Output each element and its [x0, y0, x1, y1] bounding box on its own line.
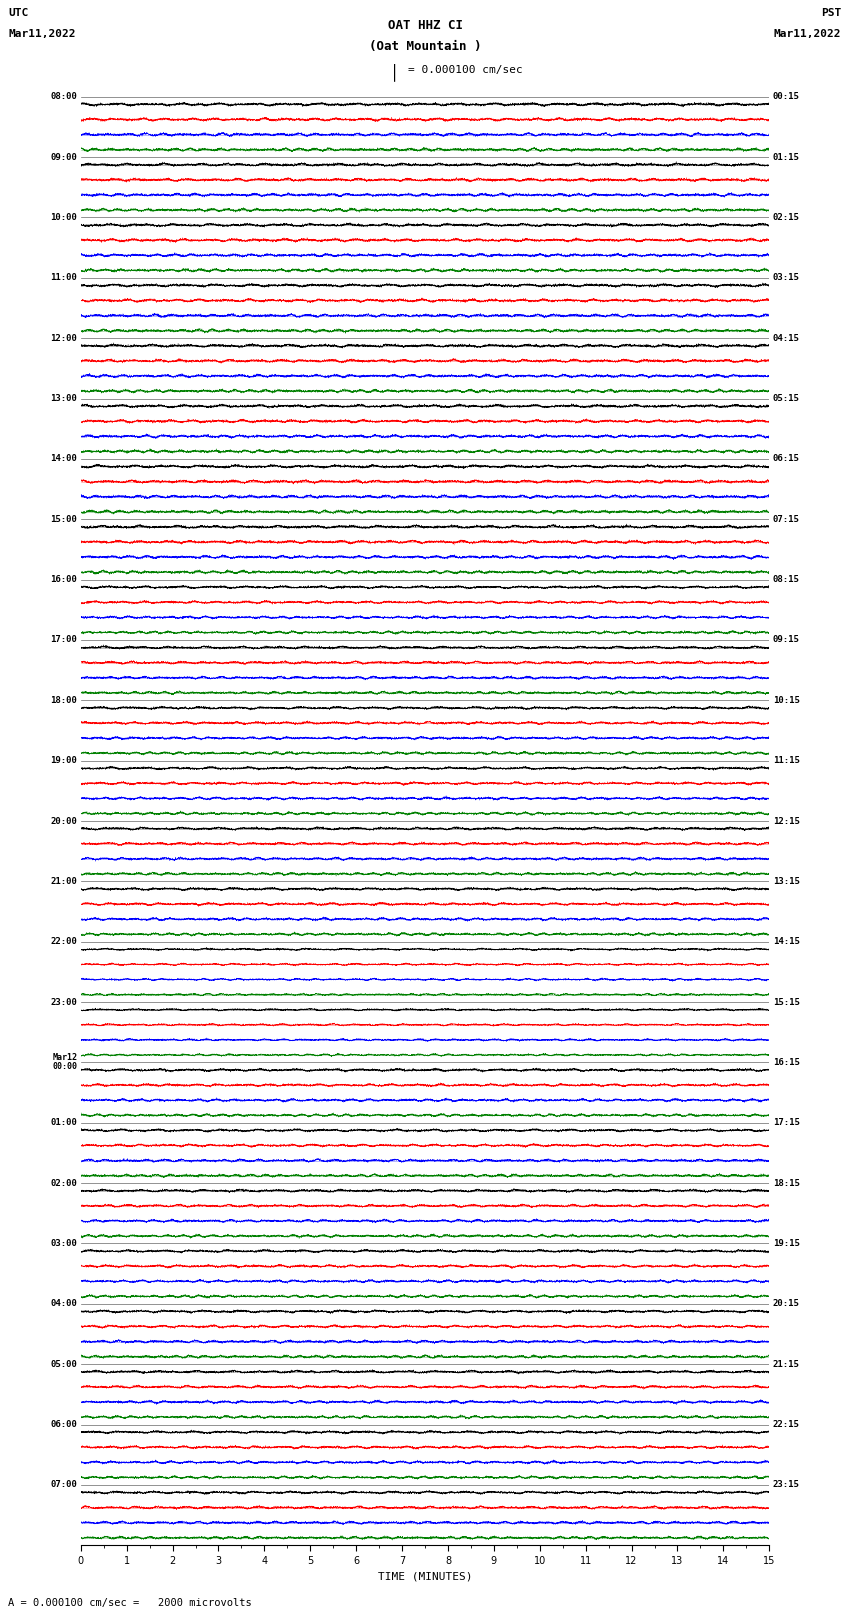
Text: Mar11,2022: Mar11,2022 — [774, 29, 842, 39]
Text: 22:15: 22:15 — [773, 1419, 800, 1429]
Text: PST: PST — [821, 8, 842, 18]
Text: 19:15: 19:15 — [773, 1239, 800, 1248]
Text: 12:15: 12:15 — [773, 816, 800, 826]
Text: 21:15: 21:15 — [773, 1360, 800, 1369]
Text: 08:00: 08:00 — [50, 92, 77, 102]
Text: 14:15: 14:15 — [773, 937, 800, 947]
Text: 09:00: 09:00 — [50, 153, 77, 161]
Text: Mar12: Mar12 — [53, 1053, 77, 1063]
Text: A = 0.000100 cm/sec =   2000 microvolts: A = 0.000100 cm/sec = 2000 microvolts — [8, 1598, 252, 1608]
Text: 18:15: 18:15 — [773, 1179, 800, 1187]
Text: 05:00: 05:00 — [50, 1360, 77, 1369]
Text: 11:00: 11:00 — [50, 273, 77, 282]
Text: 03:15: 03:15 — [773, 273, 800, 282]
Text: │: │ — [390, 63, 400, 81]
Text: 23:15: 23:15 — [773, 1481, 800, 1489]
Text: (Oat Mountain ): (Oat Mountain ) — [369, 40, 481, 53]
Text: 19:00: 19:00 — [50, 756, 77, 765]
Text: 11:15: 11:15 — [773, 756, 800, 765]
Text: 22:00: 22:00 — [50, 937, 77, 947]
Text: 10:00: 10:00 — [50, 213, 77, 223]
Text: = 0.000100 cm/sec: = 0.000100 cm/sec — [408, 65, 523, 74]
Text: 07:00: 07:00 — [50, 1481, 77, 1489]
Text: 06:15: 06:15 — [773, 455, 800, 463]
Text: 13:00: 13:00 — [50, 394, 77, 403]
Text: 15:15: 15:15 — [773, 997, 800, 1007]
Text: 13:15: 13:15 — [773, 877, 800, 886]
Text: 16:15: 16:15 — [773, 1058, 800, 1066]
Text: Mar11,2022: Mar11,2022 — [8, 29, 76, 39]
Text: 00:00: 00:00 — [53, 1063, 77, 1071]
Text: 04:15: 04:15 — [773, 334, 800, 342]
Text: 08:15: 08:15 — [773, 576, 800, 584]
Text: 06:00: 06:00 — [50, 1419, 77, 1429]
Text: 01:00: 01:00 — [50, 1118, 77, 1127]
Text: 02:00: 02:00 — [50, 1179, 77, 1187]
Text: 20:15: 20:15 — [773, 1300, 800, 1308]
Text: 05:15: 05:15 — [773, 394, 800, 403]
Text: 15:00: 15:00 — [50, 515, 77, 524]
Text: 23:00: 23:00 — [50, 997, 77, 1007]
Text: UTC: UTC — [8, 8, 29, 18]
Text: 10:15: 10:15 — [773, 695, 800, 705]
Text: 17:00: 17:00 — [50, 636, 77, 645]
Text: 12:00: 12:00 — [50, 334, 77, 342]
Text: 17:15: 17:15 — [773, 1118, 800, 1127]
Text: 03:00: 03:00 — [50, 1239, 77, 1248]
Text: 01:15: 01:15 — [773, 153, 800, 161]
Text: 21:00: 21:00 — [50, 877, 77, 886]
Text: 18:00: 18:00 — [50, 695, 77, 705]
Text: 02:15: 02:15 — [773, 213, 800, 223]
Text: 00:15: 00:15 — [773, 92, 800, 102]
Text: 14:00: 14:00 — [50, 455, 77, 463]
Text: 07:15: 07:15 — [773, 515, 800, 524]
X-axis label: TIME (MINUTES): TIME (MINUTES) — [377, 1571, 473, 1581]
Text: 04:00: 04:00 — [50, 1300, 77, 1308]
Text: 20:00: 20:00 — [50, 816, 77, 826]
Text: OAT HHZ CI: OAT HHZ CI — [388, 19, 462, 32]
Text: 16:00: 16:00 — [50, 576, 77, 584]
Text: 09:15: 09:15 — [773, 636, 800, 645]
